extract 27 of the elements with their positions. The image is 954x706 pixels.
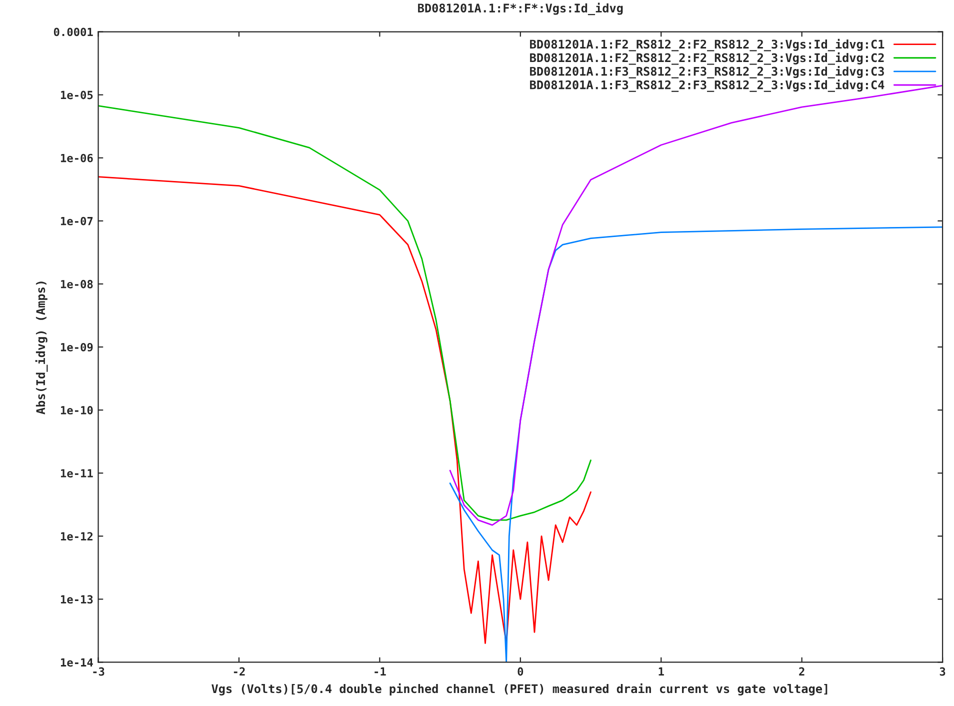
y-tick-label: 0.0001 bbox=[54, 28, 93, 36]
y-tick-label: 1e-06 bbox=[60, 154, 93, 162]
y-tick-label: 1e-14 bbox=[60, 658, 93, 667]
x-tick-label: 0 bbox=[518, 667, 524, 676]
x-tick-label: -3 bbox=[93, 667, 104, 676]
legend-label: BD081201A.1:F2_RS812_2:F2_RS812_2_3:Vgs:Id_idvg:C2 bbox=[530, 52, 884, 65]
legend-label: BD081201A.1:F3_RS812_2:F3_RS812_2_3:Vgs:Id_idvg:C4 bbox=[530, 80, 884, 92]
y-tick-label: 1e-10 bbox=[60, 406, 93, 414]
legend-label: BD081201A.1:F3_RS812_2:F3_RS812_2_3:Vgs:Id_idvg:C3 bbox=[530, 66, 884, 78]
y-tick-label: 1e-11 bbox=[60, 469, 93, 478]
x-tick-label: -2 bbox=[234, 667, 245, 676]
y-tick-label: 1e-05 bbox=[60, 90, 93, 100]
line-series bbox=[98, 176, 592, 644]
y-tick-label: 1e-09 bbox=[60, 342, 93, 352]
x-tick-label: 1 bbox=[658, 667, 664, 676]
legend-label: BD081201A.1:F2_RS812_2:F2_RS812_2_3:Vgs:Id_idvg:C1 bbox=[530, 38, 884, 52]
chart-title: BD081201A.1:F*:F*:Vgs:Id_idvg bbox=[418, 2, 623, 16]
x-axis-title: Vgs (Volts)[5/0.4 double pinched channel (PFET) measured drain current vs gate voltage] bbox=[212, 683, 828, 696]
y-tick-label: 1e-12 bbox=[60, 532, 92, 541]
x-tick-label: 3 bbox=[940, 667, 946, 676]
x-tick-label: -1 bbox=[374, 667, 386, 676]
x-tick-label: 2 bbox=[799, 667, 804, 676]
y-tick-label: 1e-08 bbox=[60, 280, 93, 288]
y-tick-label: 1e-13 bbox=[60, 595, 93, 604]
y-tick-label: 1e-07 bbox=[60, 216, 93, 226]
y-axis-title: Abs(Id_idvg) (Amps) bbox=[35, 282, 48, 414]
line-series bbox=[98, 105, 592, 521]
